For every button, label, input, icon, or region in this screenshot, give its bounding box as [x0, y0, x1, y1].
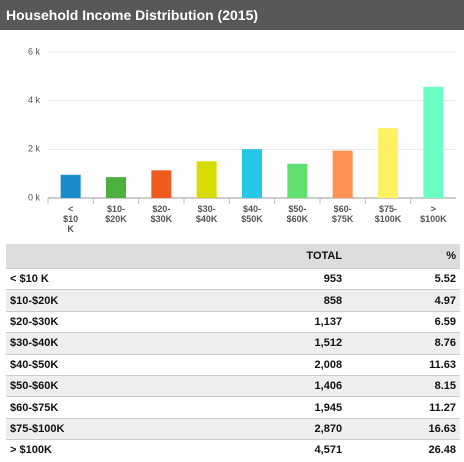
bar [242, 149, 262, 198]
table-row: > $100K 4,571 26.48 [6, 439, 460, 461]
table-cell: 16.63 [346, 417, 460, 440]
table-cell: 1,406 [206, 374, 347, 397]
table-cell: $10-$20K [6, 289, 207, 312]
table-cell: 858 [206, 289, 347, 312]
table-row: < $10 K 953 5.52 [6, 267, 460, 290]
table-cell: 1,512 [206, 332, 347, 355]
table-row: $75-$100K 2,870 16.63 [6, 417, 460, 440]
table-cell: 2,870 [206, 417, 347, 440]
table-row: $50-$60K 1,406 8.15 [6, 374, 460, 397]
table-cell: 5.52 [346, 267, 460, 290]
bar [378, 128, 398, 198]
y-tick-label: 0 k [28, 192, 41, 202]
x-tick-label: $10-$20K [105, 204, 127, 224]
table-row: $40-$50K 2,008 11.63 [6, 353, 460, 376]
table-cell: 1,945 [206, 396, 347, 419]
bar [287, 163, 308, 198]
table-cell: 2,008 [206, 353, 347, 376]
table-row: $20-$30K 1,137 6.59 [6, 310, 460, 333]
table-cell: 4.97 [346, 289, 460, 312]
bar [196, 161, 217, 198]
bar [423, 86, 444, 198]
column-header: TOTAL [206, 244, 347, 269]
table-cell: 6.59 [346, 310, 460, 333]
x-tick-label: $75-$100K [375, 204, 402, 224]
table-cell: < $10 K [6, 267, 207, 290]
table-cell: 8.15 [346, 374, 460, 397]
table-row: $10-$20K 858 4.97 [6, 289, 460, 312]
table-cell: $75-$100K [6, 417, 207, 440]
bar [332, 150, 353, 198]
table-cell: 4,571 [206, 439, 347, 461]
x-tick-label: $30-$40K [196, 204, 218, 224]
table-row: $30-$40K 1,512 8.76 [6, 332, 460, 355]
x-tick-label: $50-$60K [287, 204, 309, 224]
x-tick-label: $40-$50K [241, 204, 263, 224]
x-tick-label: > $100K [420, 204, 447, 224]
table-cell: $30-$40K [6, 332, 207, 355]
table-cell: $60-$75K [6, 396, 207, 419]
chart: 0 k 2 k 4 k 6 k < $10 K $10-$20K $20-$30K $30-$40… [28, 46, 456, 234]
x-tick-label: $60-$75K [332, 204, 354, 224]
header-row: TOTAL% [6, 244, 460, 269]
x-tick-label: < $10 K [63, 204, 78, 234]
table-row: $60-$75K 1,945 11.27 [6, 396, 460, 419]
chart-title: Household Income Distribution (2015) [0, 0, 464, 30]
bar [151, 170, 172, 198]
table-cell: 26.48 [346, 439, 460, 461]
y-tick-label: 4 k [28, 95, 41, 105]
table-cell: 11.27 [346, 396, 460, 419]
table-cell: 11.63 [346, 353, 460, 376]
table-cell: $40-$50K [6, 353, 207, 376]
table-cell: 1,137 [206, 310, 347, 333]
data-table: TOTAL% < $10 K 953 5.52 $10-$20K 858 4.97 $20-… [6, 244, 460, 461]
y-tick-label: 6 k [28, 46, 41, 56]
x-tick-label: $20-$30K [151, 204, 173, 224]
table-cell: 8.76 [346, 332, 460, 355]
column-header: % [346, 244, 460, 269]
bar [106, 177, 126, 198]
table-cell: 953 [206, 267, 347, 290]
table-cell: > $100K [6, 439, 207, 461]
table-cell: $20-$30K [6, 310, 207, 333]
bar [60, 174, 81, 198]
table-cell: $50-$60K [6, 374, 207, 397]
y-tick-label: 2 k [28, 144, 41, 154]
